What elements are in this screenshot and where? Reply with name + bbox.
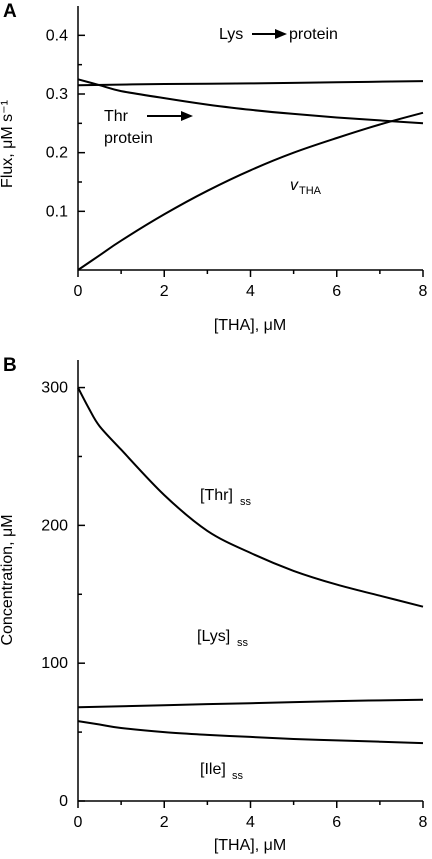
thr-protein-label-thr: Thr bbox=[104, 108, 129, 125]
panel-b-y-axis-title: Concentration, μM bbox=[0, 514, 16, 645]
vtha-label-subscript: THA bbox=[299, 185, 322, 197]
vtha-label: v bbox=[290, 177, 299, 194]
panel-a-letter: A bbox=[3, 1, 17, 22]
ile-ss-label: [Ile] bbox=[200, 761, 226, 778]
panel-a-x-tick-label: 2 bbox=[160, 283, 169, 300]
lys-ss-label: [Lys] bbox=[197, 628, 230, 645]
lys-protein-label-protein: protein bbox=[289, 26, 338, 43]
panel-a-ticks: 0 2 4 6 8 0.1 0.2 0.3 0.4 bbox=[46, 27, 428, 300]
panel-a-series-line-1 bbox=[77, 80, 424, 87]
panel-b-ticks: 0 2 4 6 8 0 100 200 300 bbox=[41, 380, 427, 831]
panel-b-y-tick-label: 200 bbox=[41, 517, 68, 534]
panel-a-x-tick-label: 0 bbox=[74, 283, 83, 300]
thr-ss-label-subscript: ss bbox=[240, 496, 252, 508]
panel-a-series-line-2 bbox=[77, 78, 424, 125]
panel-b-series-line-2 bbox=[77, 698, 424, 709]
thr-protein-arrow-icon bbox=[147, 111, 193, 121]
lys-ss-label-subscript: ss bbox=[237, 637, 249, 649]
panel-b-x-tick-label: 0 bbox=[74, 814, 83, 831]
panel-a-x-tick-label: 8 bbox=[419, 283, 428, 300]
lys-protein-label-lys: Lys bbox=[219, 26, 243, 43]
panel-a-series-line-3 bbox=[77, 111, 424, 271]
panel-a-y-tick-label: 0.2 bbox=[46, 145, 68, 162]
panel-a-series bbox=[77, 78, 424, 271]
panel-b-series-line-1 bbox=[77, 387, 424, 608]
panel-a-y-tick-label: 0.1 bbox=[46, 203, 68, 220]
lys-protein-arrow-icon bbox=[252, 29, 287, 39]
panel-a: A 0 2 4 6 8 0.1 0.2 0.3 0.4 Flux, μM s⁻¹ [THA], … bbox=[0, 1, 428, 334]
panel-b-x-axis-title: [THA], μM bbox=[214, 837, 286, 854]
thr-protein-label-protein: protein bbox=[104, 130, 153, 147]
panel-b: B 0 2 4 6 8 0 100 200 300 Concentration, μM [THA… bbox=[0, 355, 428, 854]
panel-a-x-tick-label: 4 bbox=[246, 283, 255, 300]
panel-b-x-tick-label: 8 bbox=[419, 814, 428, 831]
panel-a-y-tick-label: 0.4 bbox=[46, 27, 68, 44]
panel-b-x-tick-label: 6 bbox=[332, 814, 341, 831]
panel-b-series bbox=[77, 387, 424, 745]
panel-a-y-tick-label: 0.3 bbox=[46, 86, 68, 103]
panel-b-letter: B bbox=[3, 355, 17, 376]
thr-ss-label: [Thr] bbox=[200, 487, 233, 504]
ile-ss-label-subscript: ss bbox=[232, 770, 244, 782]
panel-b-y-tick-label: 300 bbox=[41, 380, 68, 397]
panel-a-x-tick-label: 6 bbox=[332, 283, 341, 300]
panel-b-series-line-3 bbox=[77, 720, 424, 745]
panel-b-y-tick-label: 100 bbox=[41, 655, 68, 672]
panel-b-x-tick-label: 2 bbox=[160, 814, 169, 831]
panel-a-y-axis-title: Flux, μM s⁻¹ bbox=[0, 100, 16, 188]
panel-b-x-tick-label: 4 bbox=[246, 814, 255, 831]
panel-a-x-axis-title: [THA], μM bbox=[214, 317, 286, 334]
panel-b-y-tick-label: 0 bbox=[59, 793, 68, 810]
